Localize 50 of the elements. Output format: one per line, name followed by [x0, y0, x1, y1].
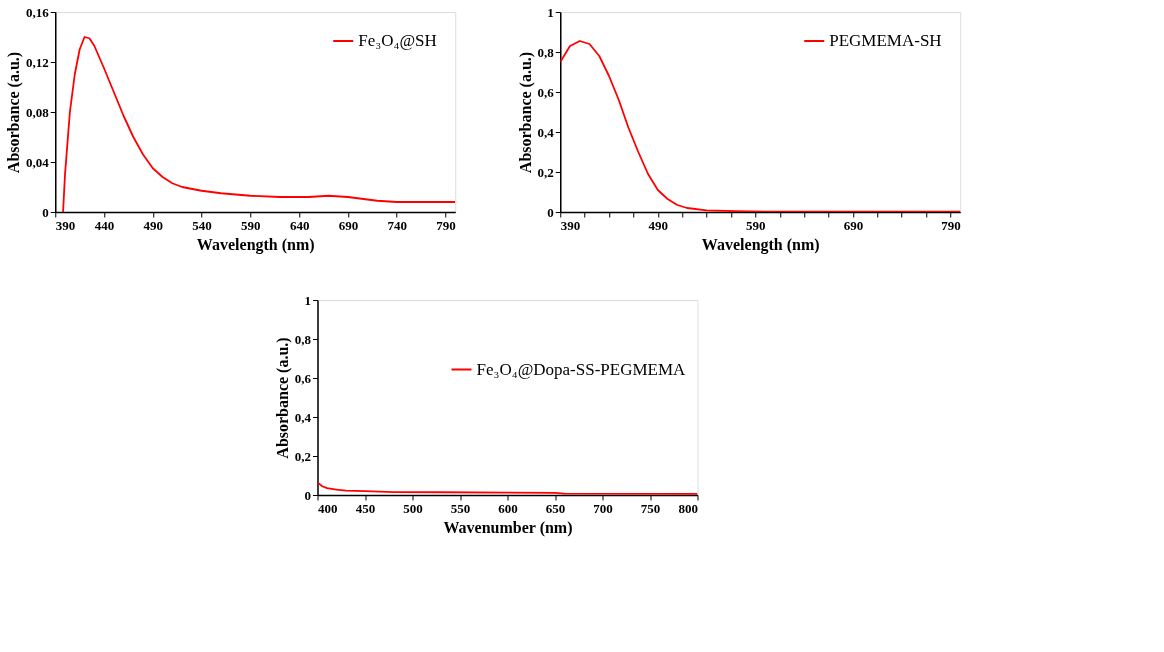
y-tick-label: 0: [42, 204, 49, 220]
x-tick-label: 690: [338, 217, 359, 233]
y-axis-title: Absorbance (a.u.): [273, 337, 292, 459]
x-tick-label: 400: [318, 500, 338, 516]
y-tick-label: 1: [547, 4, 554, 20]
x-axis-title: Wavelength (nm): [701, 235, 820, 254]
y-tick-label: 0,8: [294, 331, 312, 347]
x-tick-label: 500: [403, 500, 423, 516]
x-axis-title: Wavelength (nm): [196, 235, 315, 254]
x-tick-label: 640: [289, 217, 310, 233]
y-tick-label: 0: [304, 487, 311, 503]
y-tick-label: 0,2: [294, 448, 311, 464]
x-tick-label: 800: [678, 500, 698, 516]
y-tick-label: 0,12: [26, 54, 49, 70]
x-tick-label: 790: [436, 217, 456, 233]
x-tick-label: 690: [843, 217, 864, 233]
x-tick-label: 390: [55, 217, 76, 233]
x-tick-label: 650: [545, 500, 566, 516]
x-tick-label: 550: [450, 500, 471, 516]
x-tick-label: 490: [648, 217, 669, 233]
y-tick-label: 0,6: [537, 84, 555, 100]
x-tick-label: 700: [593, 500, 613, 516]
x-tick-label: 390: [560, 217, 581, 233]
y-tick-label: 0,08: [26, 104, 50, 120]
y-tick-label: 0,04: [26, 154, 50, 170]
x-tick-label: 490: [143, 217, 164, 233]
y-tick-label: 0,16: [26, 4, 50, 20]
x-tick-label: 790: [941, 217, 961, 233]
y-tick-label: 0: [547, 204, 554, 220]
y-tick-label: 0,4: [294, 409, 312, 425]
y-tick-label: 0,8: [537, 44, 555, 60]
y-tick-label: 0,6: [294, 370, 312, 386]
legend-label: Fe₃O₄@SH: [358, 31, 437, 50]
y-tick-label: 0,2: [537, 164, 554, 180]
legend-label: PEGMEMA-SH: [829, 31, 942, 50]
y-axis-title: Absorbance (a.u.): [516, 51, 535, 174]
y-tick-label: 0,4: [537, 124, 555, 140]
legend-label: Fe₃O₄@Dopa-SS-PEGMEMA: [476, 359, 687, 379]
x-tick-label: 590: [241, 217, 261, 233]
y-tick-label: 1: [304, 292, 311, 308]
x-tick-label: 590: [746, 217, 766, 233]
line-series: [62, 36, 456, 212]
x-tick-label: 750: [640, 500, 661, 516]
y-axis-title: Absorbance (a.u.): [5, 51, 23, 174]
x-tick-label: 540: [192, 217, 212, 233]
x-tick-label: 440: [94, 217, 115, 233]
x-tick-label: 450: [355, 500, 376, 516]
x-tick-label: 740: [387, 217, 407, 233]
x-axis-title: Wavenumber (nm): [443, 518, 573, 537]
x-tick-label: 600: [498, 500, 518, 516]
